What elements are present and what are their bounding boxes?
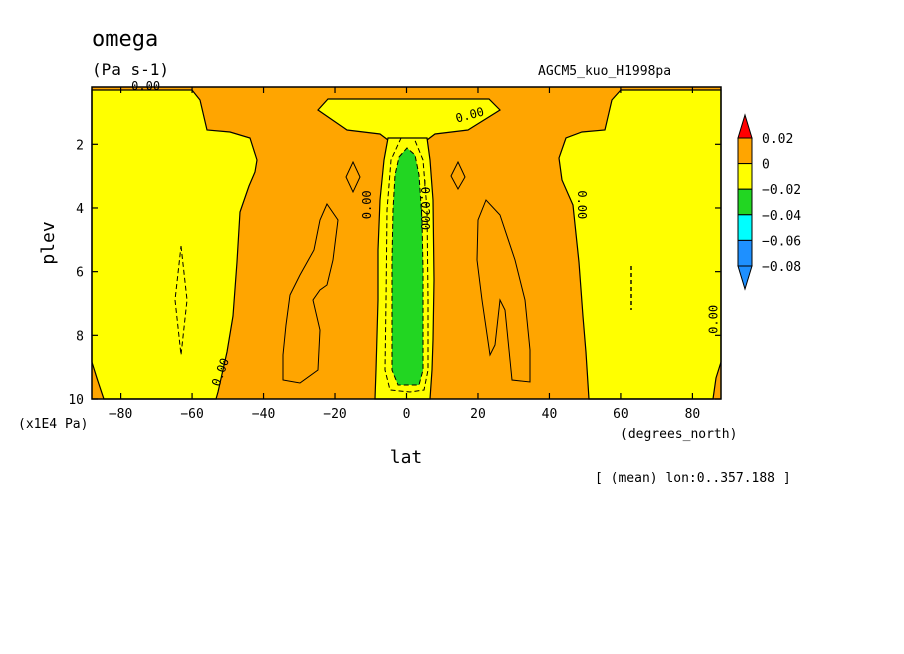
x-tick-label: 0 — [403, 407, 411, 422]
y-axis: 2 4 6 8 10 — [68, 138, 721, 408]
colorbar-bottom-arrow — [737, 265, 753, 291]
dashed-lens-south — [174, 245, 188, 356]
chart-title: omega — [92, 27, 158, 52]
x-axis-title: lat — [390, 447, 423, 468]
colorbar-swatch — [737, 188, 753, 216]
y-axis-title: plev — [38, 221, 59, 264]
y-tick-label: 4 — [76, 202, 84, 217]
y-tick-label: 6 — [76, 266, 84, 281]
contour-label: 0.00 — [706, 305, 720, 334]
contour-diamond-south — [345, 160, 361, 194]
green-core — [391, 147, 424, 386]
colorbar-swatch — [737, 163, 753, 190]
colorbar-level-label: −0.08 — [762, 260, 801, 275]
x-tick-label: −80 — [109, 407, 132, 422]
y-unit-label: (x1E4 Pa) — [18, 417, 88, 432]
colorbar-level-label: 0 — [762, 158, 770, 173]
contour-orange-north — [476, 199, 531, 383]
contour-label: 0.00 — [131, 79, 160, 93]
colorbar-level-label: −0.02 — [762, 183, 801, 198]
x-tick-label: 20 — [470, 407, 486, 422]
contour-orange-south — [282, 202, 339, 384]
chart-units: (Pa s-1) — [92, 60, 169, 79]
contour-label: 0.00 — [360, 190, 374, 219]
x-tick-label: −40 — [252, 407, 275, 422]
colorbar-top-arrow — [737, 113, 753, 139]
x-tick-label: −20 — [323, 407, 346, 422]
contour-labels: 0.000.000.00 −0.0200 0.000.000.00 — [131, 79, 720, 388]
contour-diamond-north — [450, 160, 466, 191]
source-label: AGCM5_kuo_H1998pa — [538, 64, 671, 79]
dashed-contour-outer — [384, 137, 429, 393]
x-tick-label: 60 — [613, 407, 629, 422]
yellow-region-north — [558, 89, 722, 400]
x-tick-label: 40 — [542, 407, 558, 422]
contour-label: 0.00 — [575, 190, 589, 219]
y-tick-label: 10 — [68, 393, 84, 408]
colorbar-level-label: −0.06 — [762, 234, 801, 249]
mean-note: [ (mean) lon:0..357.188 ] — [595, 471, 791, 486]
x-unit-label: (degrees_north) — [620, 427, 737, 442]
x-tick-label: 80 — [685, 407, 701, 422]
colorbar-level-label: 0.02 — [762, 132, 793, 147]
y-tick-label: 2 — [76, 138, 84, 153]
colorbar: 0.02 0 −0.02 −0.04 −0.06 −0.08 — [737, 113, 801, 291]
colorbar-swatch — [737, 239, 753, 267]
colorbar-swatch — [737, 214, 753, 241]
plot-area: 0.000.000.00 −0.0200 0.000.000.00 — [91, 79, 722, 400]
x-tick-label: −60 — [180, 407, 203, 422]
colorbar-swatch — [737, 137, 753, 165]
colorbar-level-label: −0.04 — [762, 209, 801, 224]
y-tick-label: 8 — [76, 329, 84, 344]
x-axis: −80 −60 −40 −20 0 20 40 60 80 — [109, 87, 700, 422]
contour-label: −0.0200 — [418, 180, 432, 231]
